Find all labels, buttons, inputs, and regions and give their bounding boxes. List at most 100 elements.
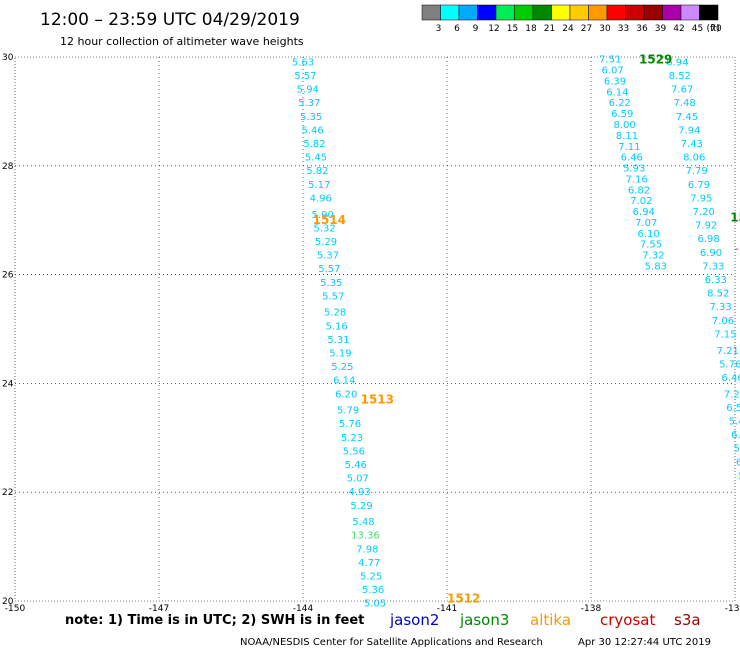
y-tick-label: 24 [2,379,14,389]
pass-label: 1529 [639,53,672,67]
swh-value: 13.36 [351,531,380,542]
swh-value: 6.14 [333,376,355,387]
swh-value: 6.90 [700,248,722,259]
swh-value: 8.00 [613,120,635,131]
satellite-legend-jason2: jason2 [389,611,439,629]
swh-value: 8.52 [669,71,691,82]
colorbar-label: 18 [525,24,537,34]
swh-value: 6.20 [335,389,357,400]
swh-value: 7.92 [695,221,717,232]
swh-value: 6.46 [721,373,740,384]
colorbar-swatch [699,4,719,21]
footer-note: note: 1) Time is in UTC; 2) SWH is in fe… [65,613,364,628]
swh-value: 8.06 [683,153,705,164]
swh-value: 5.93 [623,164,645,175]
swh-value: 5.57 [318,264,340,275]
colorbar-label: 39 [655,24,667,34]
colorbar-swatch [643,4,663,21]
colorbar-unit: (ft) [706,24,720,34]
swh-value: 7.06 [712,316,734,327]
swh-value: 6.14 [606,87,628,98]
swh-value: 4.96 [310,193,332,204]
colorbar-label: 36 [636,24,648,34]
swh-value: 6.24 [731,430,740,441]
swh-value: 5.90 [738,471,740,482]
satellite-legend-jason3: jason3 [459,611,509,629]
swh-value: 5.45 [305,153,327,164]
swh-value: 5.63 [292,57,314,68]
colorbar-label: 6 [454,24,460,34]
y-tick-label: 20 [2,597,14,607]
colorbar-swatch [680,4,700,21]
swh-value: 8.52 [707,289,729,300]
swh-value: 6.09 [736,457,740,468]
x-tick-label: -144 [293,604,314,614]
colorbar-label: 21 [544,24,555,34]
swh-value: 5.25 [331,362,353,373]
x-tick-label: -150 [5,604,26,614]
swh-value: 7.20 [693,207,715,218]
colorbar-swatch [588,4,608,21]
colorbar-swatch [477,4,497,21]
swh-value: 7.45 [676,112,698,123]
swh-value: 6.46 [621,153,643,164]
colorbar-swatch [662,4,682,21]
swh-value: 5.17 [308,180,330,191]
swh-value: 5.07 [347,474,369,485]
swh-value: 7.02 [630,196,652,207]
swh-value: 5.37 [317,251,339,262]
swh-value: 7.55 [640,240,662,251]
pass-label: 1512 [447,591,480,605]
swh-value: 5.35 [300,112,322,123]
swh-value: 7.51 [599,55,621,66]
colorbar-label: 45 [692,24,703,34]
swh-value: 5.36 [362,585,384,596]
data-tracks: 5.63 5.57 5.94 5.37 5.35 5.46 5.82 5.45 5.82 5.17… [292,55,740,610]
swh-value: 6.52 [726,403,740,414]
y-tick-label: 28 [2,162,14,172]
swh-value: 5.31 [327,335,349,346]
colorbar-label: 9 [473,24,479,34]
colorbar-swatch [532,4,552,21]
swh-value: 6.33 [705,275,727,286]
colorbar-swatch [606,4,626,21]
colorbar-label: 27 [581,24,592,34]
swh-value: 7.15 [714,329,736,340]
swh-value: 5.82 [303,139,325,150]
swh-value: 6.94 [633,207,655,218]
x-tick-label: -138 [581,604,602,614]
swh-value: 5.46 [301,125,323,136]
satellite-legend-cryosat: cryosat [600,611,655,629]
satellite-legend-altika: altika [530,611,571,629]
colorbar-label: 24 [562,24,574,34]
pass-labels: 1514 1513 1512 1529 153 [313,53,740,606]
swh-value: 6.59 [611,109,633,120]
swh-value: 5.57 [294,71,316,82]
colorbar-label: 33 [618,24,629,34]
swh-value: 5.28 [324,308,346,319]
x-tick-label: -147 [149,604,169,614]
swh-value: 7.33 [709,302,731,313]
colorbar-swatch [569,4,589,21]
swh-value: 7.21 [717,346,739,357]
swh-value: 6.07 [601,66,623,77]
swh-value: 5.83 [645,261,667,272]
swh-value: 7.25 [724,389,740,400]
swh-value: 7.11 [618,142,640,153]
swh-value: 6.10 [637,229,659,240]
swh-value: 5.46 [345,460,367,471]
swh-value: 6.98 [697,234,719,245]
timestamp: Apr 30 12:27:44 UTC 2019 [578,637,711,648]
swh-value: 8.11 [616,131,638,142]
x-axis: -150 -147 -144 -141 -138 -135 [5,604,740,614]
x-tick-label: -141 [437,604,457,614]
swh-value: 6.82 [628,185,650,196]
swh-value: 5.29 [350,501,372,512]
swh-value: 7.98 [356,544,378,555]
swh-value: 5.32 [313,223,335,234]
swh-value: 5.37 [298,98,320,109]
swh-value: 4.93 [349,487,371,498]
swh-value: 5.52 [733,444,740,455]
colorbar-swatch [421,4,441,21]
